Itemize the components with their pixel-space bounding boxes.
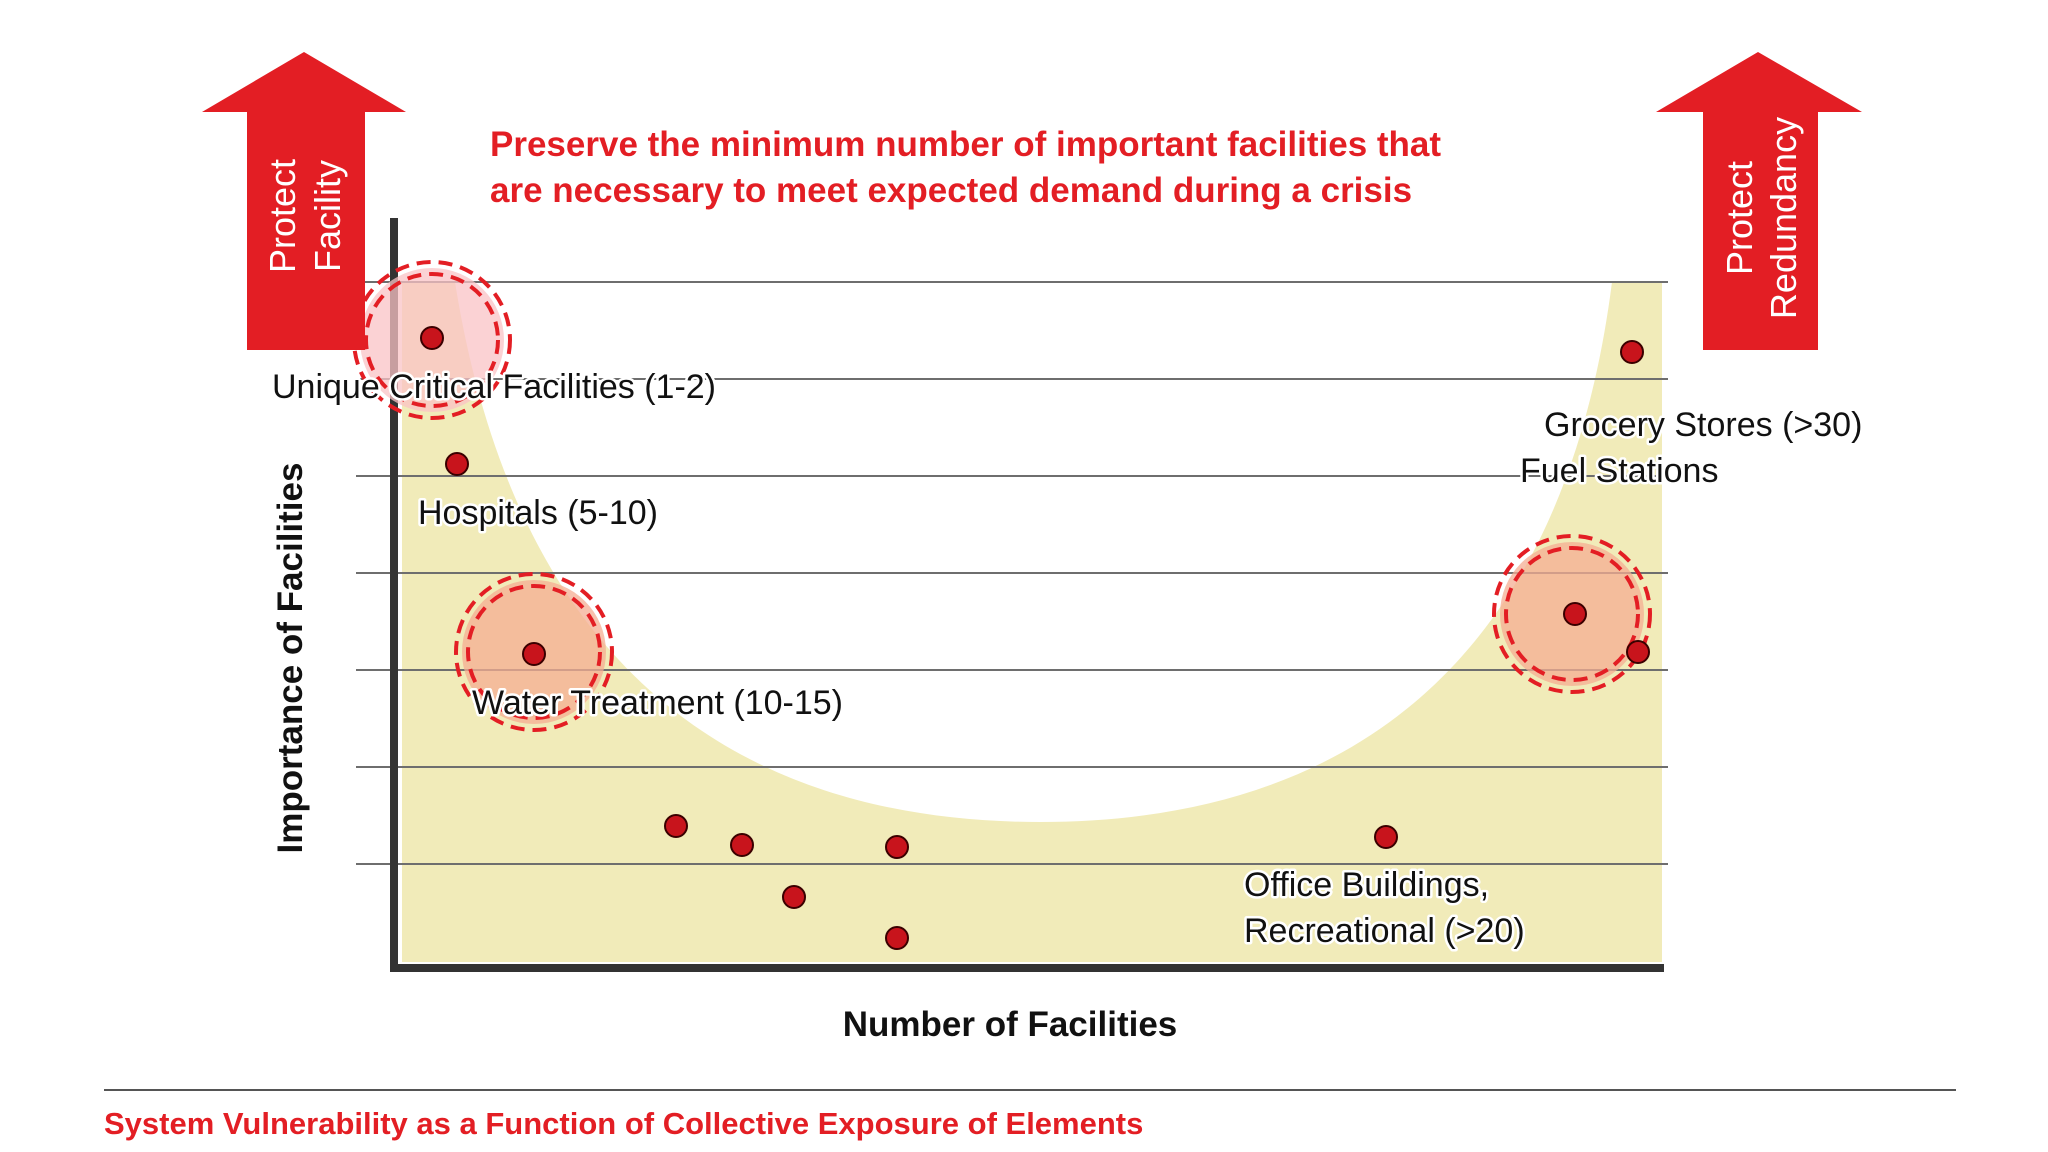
label-grocery-stores: Grocery Stores (>30) bbox=[1544, 406, 1862, 444]
left-arrow-line-2: Facility bbox=[307, 160, 348, 272]
facility-dot bbox=[664, 814, 688, 838]
left-arrow-line-1: Protect bbox=[262, 159, 303, 273]
y-axis-label: Importance of Facilities bbox=[271, 463, 310, 854]
facility-dot bbox=[1626, 640, 1650, 664]
facility-dot bbox=[730, 833, 754, 857]
label-office-line-1: Office Buildings, bbox=[1244, 866, 1489, 904]
facility-dot bbox=[445, 452, 469, 476]
facility-dot bbox=[885, 926, 909, 950]
svg-text:Protect: Protect bbox=[1719, 161, 1760, 275]
protect-redundancy-arrow: Protect Redundancy bbox=[1656, 52, 1862, 350]
label-fuel-stations: Fuel Stations bbox=[1520, 452, 1718, 490]
footer-caption: System Vulnerability as a Function of Co… bbox=[104, 1106, 1143, 1141]
svg-text:Protect: Protect bbox=[262, 159, 303, 273]
x-axis-label: Number of Facilities bbox=[843, 1005, 1178, 1044]
headline-line-2: are necessary to meet expected demand du… bbox=[490, 171, 1412, 210]
label-office-line-2: Recreational (>20) bbox=[1244, 912, 1525, 950]
facility-dots bbox=[420, 326, 1650, 950]
facility-dot bbox=[420, 326, 444, 350]
facility-dot bbox=[1374, 825, 1398, 849]
facility-dot bbox=[885, 835, 909, 859]
facility-dot bbox=[782, 885, 806, 909]
facility-dot bbox=[522, 642, 546, 666]
right-arrow-line-2: Redundancy bbox=[1763, 117, 1804, 319]
svg-text:Redundancy: Redundancy bbox=[1763, 117, 1804, 319]
headline-line-1: Preserve the minimum number of important… bbox=[490, 125, 1441, 164]
protect-facility-arrow: Protect Facility bbox=[202, 52, 406, 350]
right-arrow-line-1: Protect bbox=[1719, 161, 1760, 275]
label-water-treatment: Water Treatment (10-15) bbox=[472, 684, 843, 722]
svg-text:Facility: Facility bbox=[307, 160, 348, 272]
vulnerability-curve-area bbox=[402, 282, 1662, 962]
facility-dot bbox=[1563, 602, 1587, 626]
gridlines bbox=[356, 281, 1668, 865]
facility-dot bbox=[1620, 340, 1644, 364]
label-hospitals: Hospitals (5-10) bbox=[418, 494, 658, 532]
label-unique-critical: Unique Critical Facilities (1-2) bbox=[272, 368, 716, 406]
